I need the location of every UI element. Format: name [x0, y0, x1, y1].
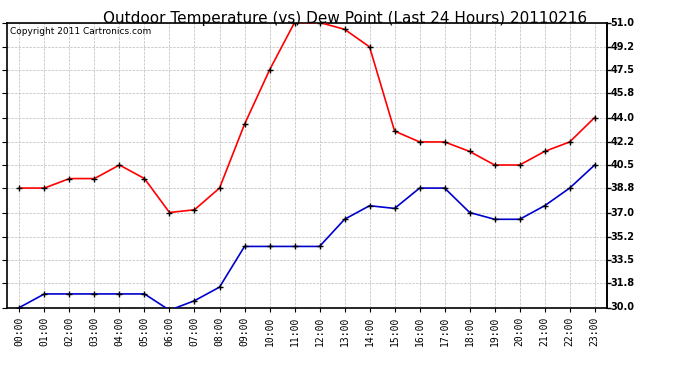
Text: 40.5: 40.5 — [611, 160, 635, 170]
Text: 49.2: 49.2 — [611, 42, 635, 52]
Text: 30.0: 30.0 — [611, 303, 635, 312]
Text: 35.2: 35.2 — [611, 232, 635, 242]
Text: 42.2: 42.2 — [611, 137, 635, 147]
Text: 47.5: 47.5 — [611, 65, 635, 75]
Text: 45.8: 45.8 — [611, 88, 635, 98]
Text: Copyright 2011 Cartronics.com: Copyright 2011 Cartronics.com — [10, 27, 151, 36]
Text: 33.5: 33.5 — [611, 255, 635, 265]
Text: 51.0: 51.0 — [611, 18, 635, 27]
Text: 37.0: 37.0 — [611, 207, 635, 218]
Text: 38.8: 38.8 — [611, 183, 635, 193]
Text: 44.0: 44.0 — [611, 112, 635, 123]
Text: 31.8: 31.8 — [611, 278, 635, 288]
Text: Outdoor Temperature (vs) Dew Point (Last 24 Hours) 20110216: Outdoor Temperature (vs) Dew Point (Last… — [103, 11, 587, 26]
